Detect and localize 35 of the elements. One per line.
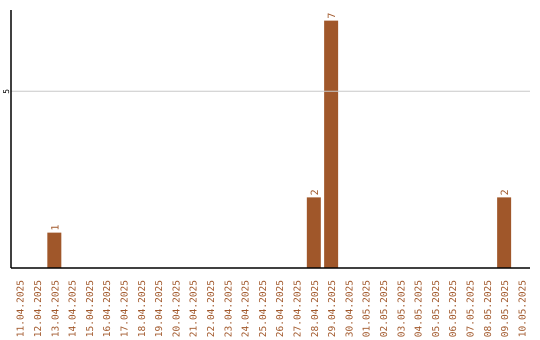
x-tick-label: 05.05.2025	[430, 280, 442, 338]
x-tick-label: 15.04.2025	[84, 280, 96, 338]
x-tick-label: 10.05.2025	[517, 280, 528, 338]
x-tick-label: 23.04.2025	[223, 280, 234, 338]
y-tick-label: 5	[2, 88, 11, 94]
x-tick-label: 24.04.2025	[240, 280, 252, 338]
x-tick-label: 17.04.2025	[119, 280, 130, 338]
data-label: 2	[310, 189, 321, 196]
x-tick-label: 16.04.2025	[102, 280, 114, 338]
x-tick-label: 02.05.2025	[378, 280, 390, 338]
x-tick-label: 27.04.2025	[292, 280, 304, 338]
x-tick-label: 18.04.2025	[136, 280, 148, 338]
x-tick-label: 01.05.2025	[362, 280, 373, 338]
x-tick-label: 09.05.2025	[500, 280, 512, 338]
x-tick-label: 20.04.2025	[171, 280, 182, 338]
x-tick-label: 21.04.2025	[188, 280, 200, 338]
x-tick-label: 08.05.2025	[482, 280, 494, 338]
x-tick-label: 30.04.2025	[344, 280, 356, 338]
x-tick-label: 28.04.2025	[310, 280, 321, 338]
x-tick-label: 12.04.2025	[32, 280, 44, 338]
x-tick-label: 13.04.2025	[50, 280, 62, 338]
x-tick-label: 29.04.2025	[327, 280, 338, 338]
x-tick-label: 06.05.2025	[448, 280, 460, 338]
x-tick-label: 26.04.2025	[275, 280, 286, 338]
x-tick-label: 07.05.2025	[465, 280, 476, 338]
x-tick-label: 03.05.2025	[396, 280, 408, 338]
x-tick-label: 04.05.2025	[414, 280, 425, 338]
x-tick-label: 11.04.2025	[16, 280, 27, 338]
data-label: 2	[500, 189, 512, 196]
x-tick-label: 22.04.2025	[206, 280, 217, 338]
x-tick-label: 25.04.2025	[258, 280, 269, 338]
x-tick-label: 14.04.2025	[68, 280, 79, 338]
x-tick-label: 19.04.2025	[154, 280, 166, 338]
data-label: 7	[327, 12, 338, 19]
data-label: 1	[50, 224, 62, 231]
